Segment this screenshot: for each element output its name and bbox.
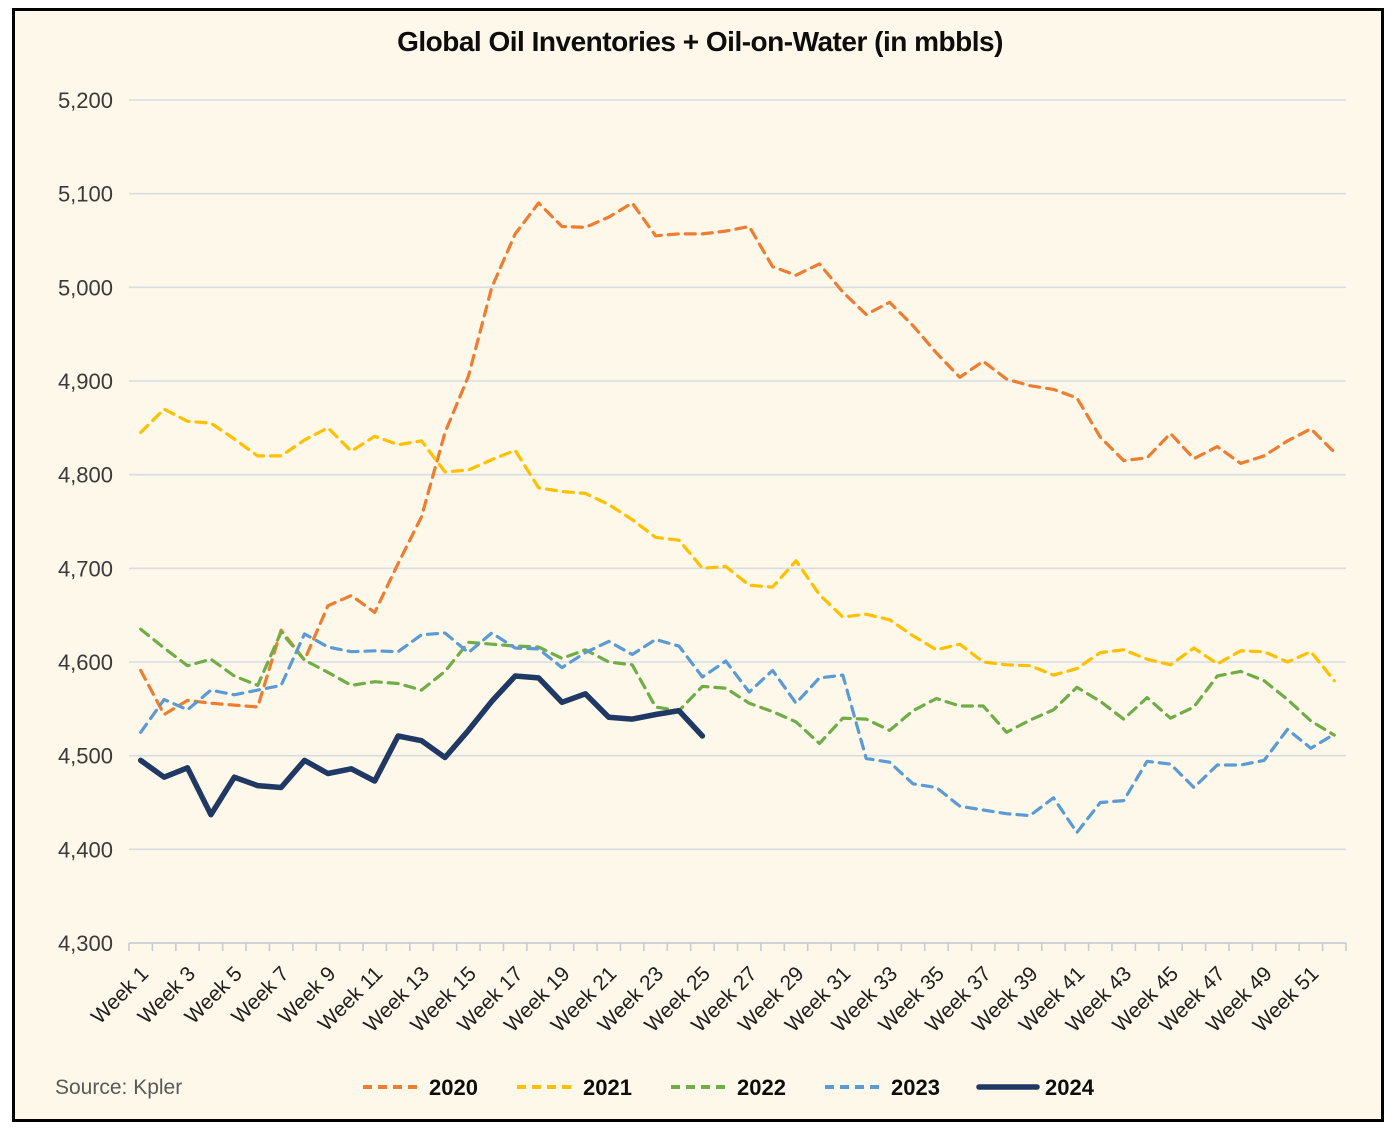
series-line-2020 [139,201,1336,717]
series-line-2021 [139,407,1336,683]
series-line-2022 [139,627,1336,746]
y-tick-label: 4,800 [58,463,113,488]
chart-title: Global Oil Inventories + Oil-on-Water (i… [397,26,1003,57]
source-note: Source: Kpler [55,1076,183,1099]
legend-label-2024: 2024 [1045,1075,1095,1100]
y-tick-label: 4,300 [58,931,113,956]
legend-label-2022: 2022 [737,1075,786,1100]
legend-label-2020: 2020 [429,1075,478,1100]
y-tick-label: 4,400 [58,837,113,862]
y-tick-label: 5,000 [58,275,113,300]
legend-label-2023: 2023 [891,1075,940,1100]
series-line-2023 [139,631,1336,835]
series-line-2024 [137,673,706,818]
y-tick-label: 4,700 [58,556,113,581]
y-tick-label: 4,900 [58,369,113,394]
y-tick-label: 4,500 [58,744,113,769]
legend-label-2021: 2021 [583,1075,632,1100]
y-tick-label: 4,600 [58,650,113,675]
y-tick-label: 5,200 [58,88,113,113]
y-tick-label: 5,100 [58,182,113,207]
